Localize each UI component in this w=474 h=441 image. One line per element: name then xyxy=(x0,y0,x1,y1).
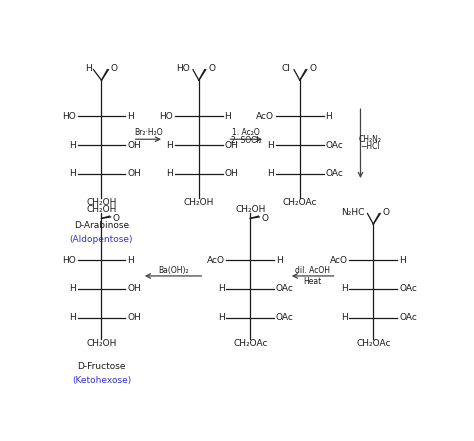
Text: D-Fructose: D-Fructose xyxy=(77,362,126,371)
Text: H: H xyxy=(127,256,134,265)
Text: O: O xyxy=(261,214,268,223)
Text: 2. SOCl₂: 2. SOCl₂ xyxy=(231,136,262,145)
Text: CH₂N₂: CH₂N₂ xyxy=(358,135,381,144)
Text: Heat: Heat xyxy=(303,277,322,286)
Text: −HCl: −HCl xyxy=(360,142,380,151)
Text: 1. Ac₂O: 1. Ac₂O xyxy=(232,127,260,137)
Text: H: H xyxy=(166,169,173,178)
Text: CH₂OH: CH₂OH xyxy=(86,205,117,214)
Text: OH: OH xyxy=(127,284,141,293)
Text: H: H xyxy=(267,169,274,178)
Text: CH₂OH: CH₂OH xyxy=(183,198,214,207)
Text: H: H xyxy=(218,284,225,293)
Text: O: O xyxy=(383,208,390,217)
Text: CH₂OAc: CH₂OAc xyxy=(356,339,391,348)
Text: H: H xyxy=(166,141,173,149)
Text: H: H xyxy=(127,112,134,121)
Text: AcO: AcO xyxy=(329,256,347,265)
Text: OH: OH xyxy=(127,313,141,322)
Text: OH: OH xyxy=(127,169,141,178)
Text: OAc: OAc xyxy=(399,284,417,293)
Text: OAc: OAc xyxy=(326,169,344,178)
Text: H: H xyxy=(69,169,76,178)
Text: OH: OH xyxy=(127,141,141,149)
Text: HO: HO xyxy=(159,112,173,121)
Text: H: H xyxy=(341,313,347,322)
Text: H: H xyxy=(218,313,225,322)
Text: H: H xyxy=(69,284,76,293)
Text: H: H xyxy=(225,112,231,121)
Text: O: O xyxy=(110,64,118,73)
Text: OAc: OAc xyxy=(326,141,344,149)
Text: H: H xyxy=(326,112,332,121)
Text: AcO: AcO xyxy=(256,112,274,121)
Text: H: H xyxy=(69,313,76,322)
Text: Ba(OH)₂: Ba(OH)₂ xyxy=(158,265,189,275)
Text: CH₂OAc: CH₂OAc xyxy=(233,339,267,348)
Text: H: H xyxy=(69,141,76,149)
Text: N₂HC: N₂HC xyxy=(341,208,364,217)
Text: OH: OH xyxy=(225,141,238,149)
Text: OAc: OAc xyxy=(399,313,417,322)
Text: AcO: AcO xyxy=(207,256,225,265)
Text: Br₂·H₂O: Br₂·H₂O xyxy=(134,127,163,137)
Text: D-Arabinose: D-Arabinose xyxy=(74,221,129,230)
Text: OAc: OAc xyxy=(276,313,294,322)
Text: O: O xyxy=(112,214,119,223)
Text: H: H xyxy=(276,256,283,265)
Text: OAc: OAc xyxy=(276,284,294,293)
Text: HO: HO xyxy=(62,112,76,121)
Text: CH₂OH: CH₂OH xyxy=(235,205,265,214)
Text: CH₂OAc: CH₂OAc xyxy=(283,198,317,207)
Text: Cl: Cl xyxy=(282,64,291,73)
Text: (Ketohexose): (Ketohexose) xyxy=(72,377,131,385)
Text: (Aldopentose): (Aldopentose) xyxy=(70,235,133,244)
Text: H: H xyxy=(267,141,274,149)
Text: O: O xyxy=(309,64,316,73)
Text: H: H xyxy=(341,284,347,293)
Text: O: O xyxy=(208,64,215,73)
Text: HO: HO xyxy=(62,256,76,265)
Text: dil. AcOH: dil. AcOH xyxy=(295,265,330,275)
Text: H: H xyxy=(399,256,406,265)
Text: OH: OH xyxy=(225,169,238,178)
Text: CH₂OH: CH₂OH xyxy=(86,198,117,207)
Text: CH₂OH: CH₂OH xyxy=(86,339,117,348)
Text: HO: HO xyxy=(176,64,190,73)
Text: H: H xyxy=(86,64,92,73)
